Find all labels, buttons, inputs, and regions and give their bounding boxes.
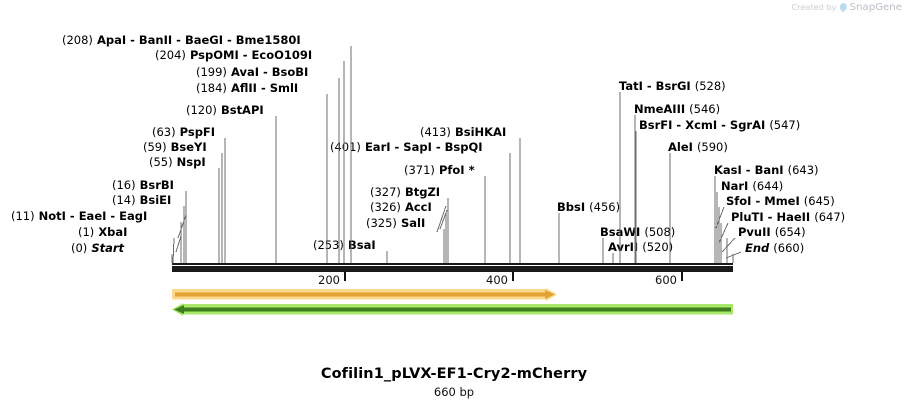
sequence-backbone[interactable] [172, 265, 733, 272]
ruler-tick-200 [344, 272, 346, 281]
site-label-sfoi-group[interactable]: SfoI - MmeI (645) [726, 194, 835, 208]
site-label-sali[interactable]: (325) SalI [366, 216, 426, 230]
site-label-bsawi[interactable]: BsaWI (508) [600, 225, 676, 239]
site-label-pspomi-group[interactable]: (204) PspOMI - EcoO109I [155, 48, 313, 62]
site-label-pvuii[interactable]: PvuII (654) [738, 225, 806, 239]
site-label-end[interactable]: End (660) [745, 241, 805, 255]
ruler-tick-600 [681, 272, 683, 281]
site-label-pspfi[interactable]: (63) PspFI [152, 125, 216, 139]
site-label-bsiei[interactable]: (14) BsiEI [112, 193, 172, 207]
site-label-nari[interactable]: NarI (644) [721, 179, 784, 193]
site-label-apai-group[interactable]: (208) ApaI - BanII - BaeGI - Bme1580I [62, 33, 301, 47]
plasmid-length-label: 660 bp [433, 385, 475, 399]
site-label-pfoi[interactable]: (371) PfoI * [404, 163, 475, 177]
site-label-start[interactable]: (0) Start [71, 241, 125, 255]
site-label-acci[interactable]: (326) AccI [370, 200, 432, 214]
site-label-bsai[interactable]: (253) BsaI [313, 238, 376, 252]
page-title: Cofilin1_pLVX-EF1-Cry2-mCherry [320, 366, 588, 382]
snapgene-watermark: Created by SnapGene [792, 2, 902, 13]
site-label-kasi-group[interactable]: KasI - BanI (643) [714, 163, 819, 177]
site-label-noti-group[interactable]: (11) NotI - EaeI - EagI [11, 209, 148, 223]
ruler-label-400: 400 [486, 273, 508, 287]
site-label-xbai[interactable]: (1) XbaI [78, 225, 128, 239]
site-label-bseyi[interactable]: (59) BseYI [143, 140, 207, 154]
site-label-bstapi[interactable]: (120) BstAPI [186, 103, 264, 117]
ruler-label-200: 200 [318, 273, 340, 287]
site-label-tati-group[interactable]: TatI - BsrGI (528) [619, 79, 726, 93]
site-label-aflii-group[interactable]: (184) AflII - SmlI [196, 81, 299, 95]
ruler-tick-400 [512, 272, 514, 281]
site-label-avrii[interactable]: AvrII (520) [608, 240, 674, 254]
site-label-btgzi[interactable]: (327) BtgZI [370, 185, 441, 199]
site-label-bbsi[interactable]: BbsI (456) [557, 200, 621, 214]
site-label-pluti-group[interactable]: PluTI - HaeII (647) [731, 210, 846, 224]
feature-arrow-green[interactable] [172, 303, 733, 316]
site-label-bsrfi-group[interactable]: BsrFI - XcmI - SgrAI (547) [639, 118, 801, 132]
snapgene-logo-icon [840, 3, 847, 13]
site-label-alei[interactable]: AleI (590) [668, 140, 728, 154]
site-label-nmeaiii[interactable]: NmeAIII (546) [634, 102, 721, 116]
sequence-backbone-upper-rule [172, 263, 733, 265]
site-label-bsihkai[interactable]: (413) BsiHKAI [420, 125, 507, 139]
site-label-nspi[interactable]: (55) NspI [149, 155, 206, 169]
feature-arrow-orange[interactable] [172, 288, 557, 301]
watermark-brand-label: SnapGene [849, 2, 902, 13]
site-label-bsrbi[interactable]: (16) BsrBI [112, 178, 174, 192]
site-label-avai-group[interactable]: (199) AvaI - BsoBI [196, 65, 309, 79]
ruler-label-600: 600 [655, 273, 677, 287]
site-label-eari-group[interactable]: (401) EarI - SapI - BspQI [330, 140, 483, 154]
watermark-created-by-label: Created by [791, 3, 837, 12]
